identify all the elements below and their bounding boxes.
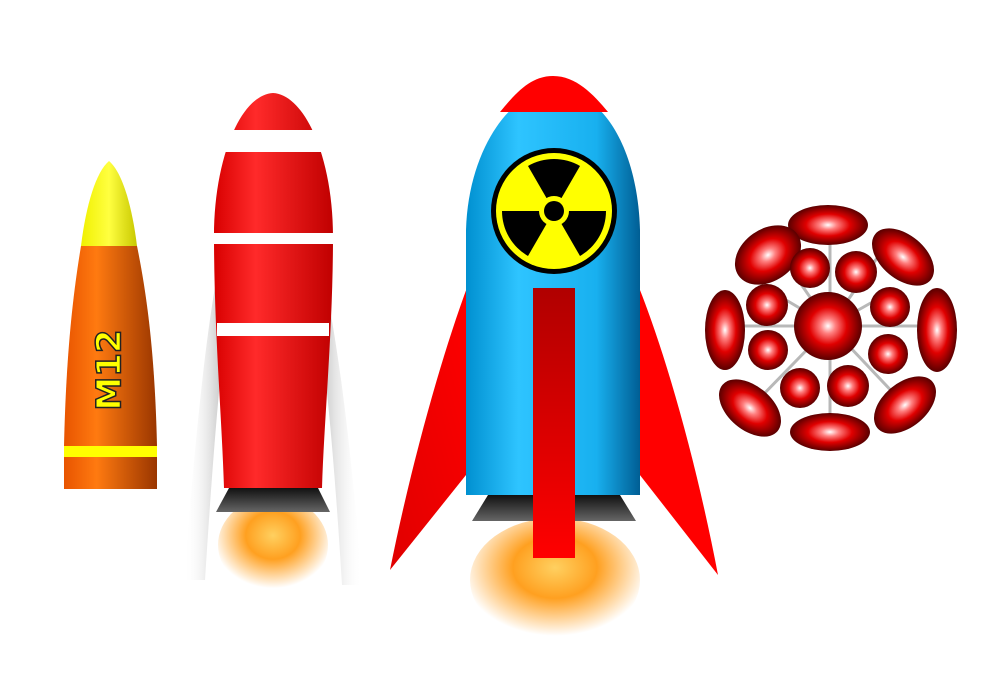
- bomblet: [874, 376, 936, 434]
- bomblet: [835, 251, 877, 293]
- bomblet: [719, 379, 781, 437]
- cluster-bomb: [705, 205, 957, 451]
- rocket2-flame: [470, 518, 640, 642]
- bomblet: [870, 287, 910, 327]
- bomblet: [746, 284, 788, 326]
- bomblet: [734, 225, 802, 285]
- striped-rocket: [184, 93, 362, 593]
- m12-shell: M12: [64, 161, 157, 489]
- bomblet: [827, 365, 869, 407]
- shell-label: M12: [90, 329, 130, 410]
- bomblet: [868, 334, 908, 374]
- bomblet: [788, 205, 868, 245]
- radiation-rocket: [390, 76, 718, 642]
- rocket1-stripe-mid: [212, 233, 335, 244]
- rocket1-body: [214, 93, 333, 488]
- bomblet: [790, 413, 870, 451]
- bomblet: [705, 290, 745, 370]
- cluster-bomblets: [705, 205, 957, 451]
- radiation-symbol-icon: [491, 148, 617, 274]
- bomblet-center: [794, 292, 862, 360]
- bomblet: [748, 330, 788, 370]
- shell-nose: [81, 161, 137, 246]
- bomblet: [780, 368, 820, 408]
- rocket1-flame: [218, 497, 328, 593]
- rocket2-fin-left: [390, 285, 470, 570]
- bomblet: [790, 248, 830, 288]
- rocket2-fin-right: [636, 285, 718, 575]
- shell-body: [64, 246, 157, 489]
- bomblet: [872, 228, 934, 286]
- rocket1-stripe-top: [222, 130, 324, 152]
- rocket2-nose: [500, 76, 608, 112]
- bomblet: [917, 288, 957, 372]
- rocket1-nozzle: [216, 488, 330, 512]
- rocket2-center-bar: [533, 288, 575, 558]
- shell-band: [64, 446, 157, 457]
- rocket1-stripe-low: [217, 323, 329, 336]
